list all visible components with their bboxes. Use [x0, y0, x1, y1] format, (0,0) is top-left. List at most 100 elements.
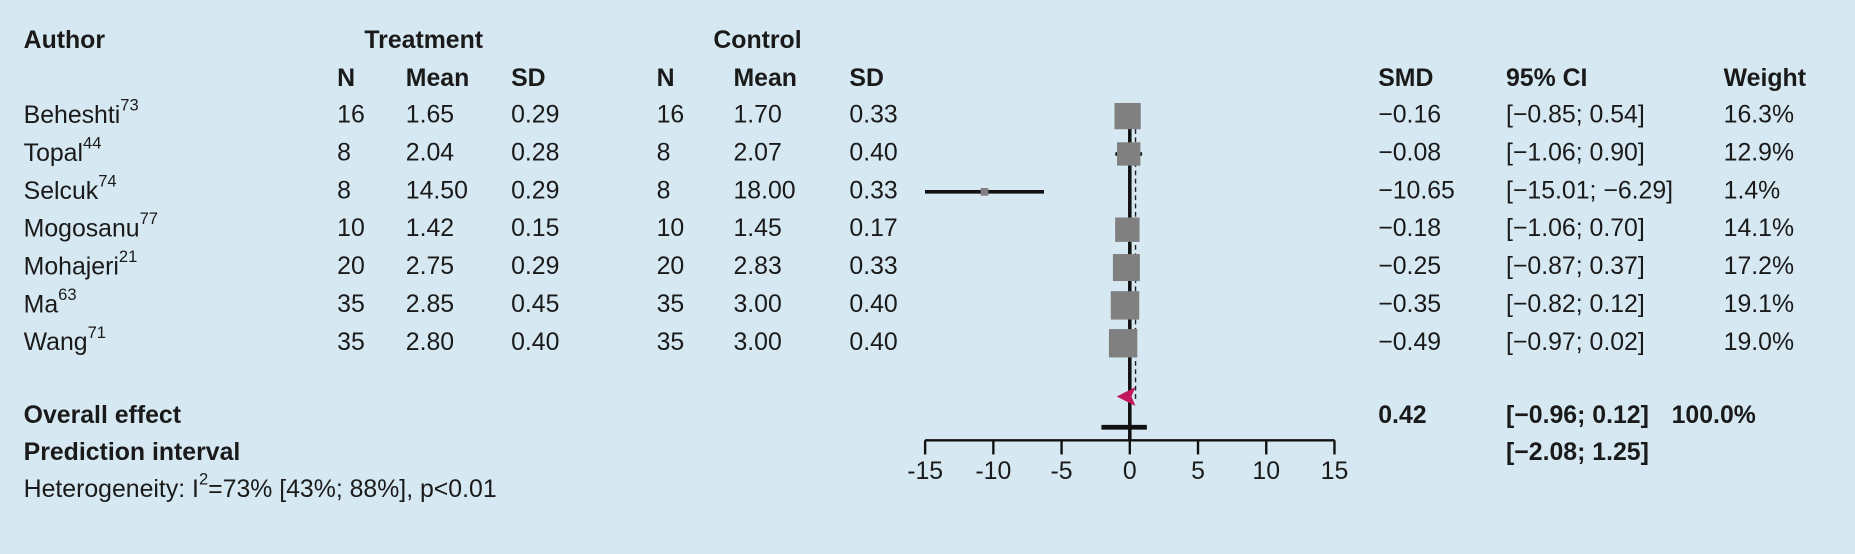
treatment-cell: 0.29: [511, 177, 559, 204]
author: Selcuk74: [24, 172, 117, 205]
author-name: Ma: [24, 291, 59, 318]
treatment-cell: 0.29: [511, 253, 559, 280]
ci-label: [−0.87; 0.37]: [1506, 253, 1645, 280]
header: Treatment: [364, 27, 483, 54]
control-cell: 0.33: [849, 102, 897, 129]
author-name: Wang: [24, 329, 88, 356]
treatment-cell: 1.42: [406, 215, 454, 242]
x-tick-label: -15: [907, 458, 943, 485]
control-cell: 16: [657, 102, 685, 129]
author-ref: 77: [140, 210, 158, 229]
smd-label: −0.08: [1378, 140, 1441, 167]
ci-label: [−1.06; 0.90]: [1506, 140, 1645, 167]
control-cell: 2.07: [733, 140, 781, 167]
study-square: [1110, 291, 1140, 320]
header: SMD: [1378, 65, 1433, 92]
header: SD: [511, 65, 545, 92]
header: Mean: [406, 65, 469, 92]
control-cell: 20: [657, 253, 685, 280]
control-cell: 0.33: [849, 177, 897, 204]
treatment-cell: 0.40: [511, 329, 559, 356]
header: N: [657, 65, 675, 92]
treatment-cell: 0.28: [511, 140, 559, 167]
treatment-cell: 2.04: [406, 140, 455, 167]
header: Control: [713, 27, 801, 54]
author-name: Mohajeri: [24, 253, 119, 280]
overall-smd: 0.42: [1378, 402, 1426, 429]
study-square: [1117, 142, 1141, 166]
x-tick-label: 10: [1252, 458, 1280, 485]
header: SD: [849, 65, 884, 92]
smd-label: −0.18: [1378, 215, 1441, 242]
treatment-cell: 1.65: [406, 102, 454, 129]
x-tick-label: 0: [1123, 458, 1137, 485]
author: Beheshti73: [24, 96, 139, 129]
heterogeneity-sup: 2: [199, 470, 208, 489]
treatment-cell: 35: [337, 291, 365, 318]
control-cell: 3.00: [733, 291, 781, 318]
treatment-cell: 0.45: [511, 291, 559, 318]
smd-label: −10.65: [1378, 177, 1455, 204]
treatment-cell: 16: [337, 102, 365, 129]
x-tick-label: -5: [1051, 458, 1073, 485]
author-name: Selcuk: [24, 177, 99, 204]
header: Mean: [733, 65, 796, 92]
author-ref: 71: [88, 323, 106, 342]
treatment-cell: 0.15: [511, 215, 559, 242]
header: Author: [24, 27, 106, 54]
treatment-cell: 2.75: [406, 253, 454, 280]
control-cell: 1.45: [733, 215, 781, 242]
heterogeneity-text: Heterogeneity: I: [24, 476, 199, 503]
author: Mogosanu77: [24, 210, 158, 243]
control-cell: 0.40: [849, 291, 897, 318]
header: N: [337, 65, 355, 92]
treatment-cell: 2.85: [406, 291, 454, 318]
author: Ma63: [24, 285, 77, 318]
control-cell: 8: [657, 177, 671, 204]
study-square: [1115, 217, 1140, 242]
header: 95% CI: [1506, 65, 1587, 92]
study-square: [1112, 254, 1140, 282]
author: Topal44: [24, 134, 102, 167]
treatment-cell: 8: [337, 140, 351, 167]
study-square: [1114, 102, 1141, 130]
ci-label: [−15.01; −6.29]: [1506, 177, 1673, 204]
control-cell: 0.40: [849, 329, 897, 356]
heterogeneity-text: =73% [43%; 88%], p<0.01: [208, 476, 497, 503]
treatment-cell: 0.29: [511, 102, 559, 129]
study-square: [1108, 329, 1138, 358]
prediction-label: Prediction interval: [24, 439, 241, 466]
control-cell: 10: [657, 215, 685, 242]
ci-label: [−0.82; 0.12]: [1506, 291, 1645, 318]
weight-label: 14.1%: [1724, 215, 1794, 242]
control-cell: 35: [657, 291, 685, 318]
x-tick-label: 15: [1321, 458, 1349, 485]
treatment-cell: 20: [337, 253, 365, 280]
control-cell: 0.33: [849, 253, 897, 280]
treatment-cell: 2.80: [406, 329, 454, 356]
author: Wang71: [24, 323, 106, 356]
author: Mohajeri21: [24, 247, 138, 280]
treatment-cell: 10: [337, 215, 365, 242]
weight-label: 19.1%: [1724, 291, 1794, 318]
treatment-cell: 8: [337, 177, 351, 204]
control-cell: 0.17: [849, 215, 897, 242]
weight-label: 17.2%: [1724, 253, 1794, 280]
x-tick-label: 5: [1191, 458, 1205, 485]
control-cell: 35: [657, 329, 685, 356]
control-cell: 1.70: [733, 102, 781, 129]
author-name: Beheshti: [24, 102, 121, 129]
smd-label: −0.16: [1378, 102, 1441, 129]
treatment-cell: 14.50: [406, 177, 468, 204]
author-ref: 63: [58, 285, 76, 304]
ci-label: [−0.97; 0.02]: [1506, 329, 1645, 356]
smd-label: −0.25: [1378, 253, 1441, 280]
smd-label: −0.49: [1378, 329, 1441, 356]
heterogeneity: Heterogeneity: I2=73% [43%; 88%], p<0.01: [24, 470, 497, 503]
prediction-ci: [−2.08; 1.25]: [1506, 439, 1649, 466]
weight-label: 1.4%: [1724, 177, 1781, 204]
weight-label: 12.9%: [1724, 140, 1794, 167]
